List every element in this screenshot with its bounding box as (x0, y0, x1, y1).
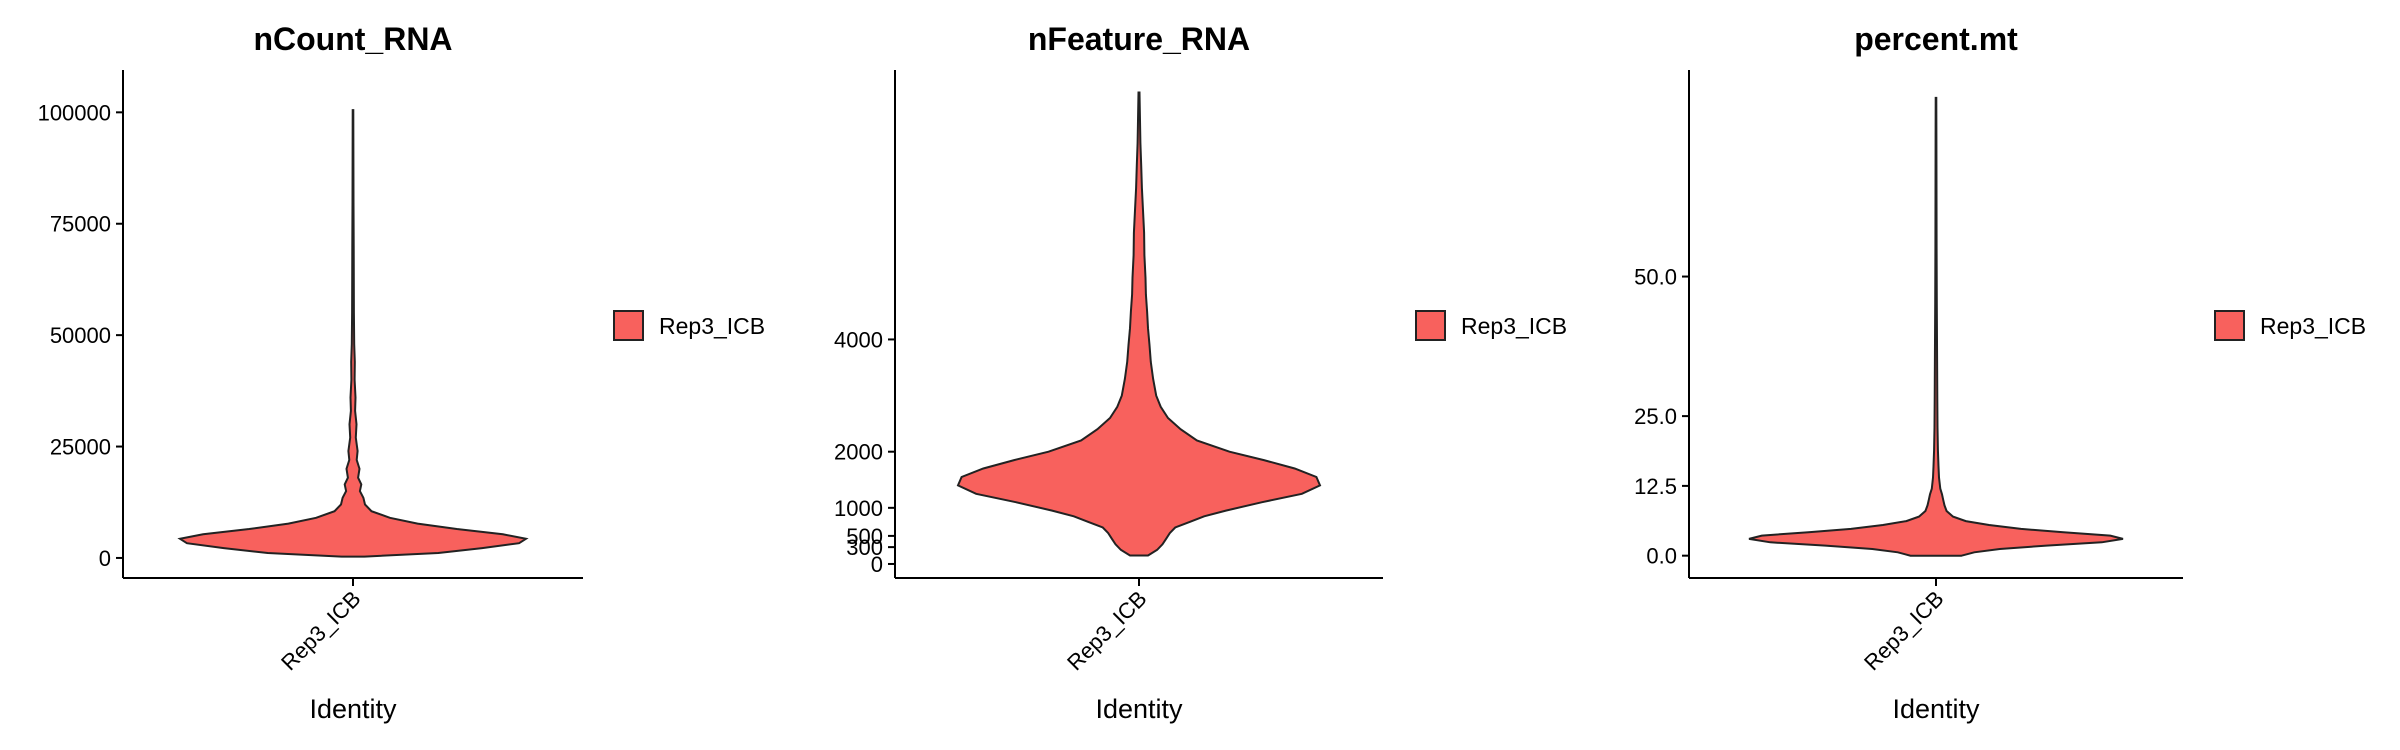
x-axis-title: Identity (309, 694, 397, 724)
x-tick-label: Rep3_ICB (1062, 586, 1151, 675)
y-tick-label: 0 (99, 546, 111, 571)
legend-label: Rep3_ICB (1461, 313, 1567, 339)
legend-swatch (613, 310, 644, 341)
legend-label: Rep3_ICB (659, 313, 765, 339)
legend-swatch (1415, 310, 1446, 341)
y-tick-label: 0 (871, 552, 883, 577)
legend: Rep3_ICB (2214, 310, 2366, 341)
legend: Rep3_ICB (1415, 310, 1567, 341)
y-tick-label: 50.0 (1634, 265, 1677, 290)
y-tick-label: 25000 (50, 435, 111, 460)
x-axis-title: Identity (1892, 694, 1980, 724)
panel-title: nCount_RNA (253, 21, 452, 57)
x-tick-label: Rep3_ICB (276, 586, 365, 675)
violin-shape (177, 109, 529, 558)
legend-label: Rep3_ICB (2260, 313, 2366, 339)
y-tick-label: 500 (846, 524, 883, 549)
y-tick-label: 4000 (834, 327, 883, 352)
y-tick-label: 2000 (834, 440, 883, 465)
y-tick-label: 25.0 (1634, 404, 1677, 429)
x-tick-label: Rep3_ICB (1859, 586, 1948, 675)
x-axis-title: Identity (1095, 694, 1183, 724)
violin-panel-2: percent.mt 0.0 12.5 25.0 50.0 Rep3_ICB Identit… (1634, 21, 2366, 724)
legend: Rep3_ICB (613, 310, 765, 341)
y-tick-label: 0.0 (1646, 544, 1677, 569)
legend-swatch (2214, 310, 2245, 341)
violin-shape (956, 91, 1322, 557)
y-tick-label: 75000 (50, 212, 111, 237)
y-tick-label: 12.5 (1634, 474, 1677, 499)
y-tick-label: 50000 (50, 323, 111, 348)
y-tick-label: 300 (846, 535, 883, 560)
y-tick-label: 100000 (38, 100, 111, 125)
panel-title: nFeature_RNA (1028, 21, 1250, 57)
panel-title: percent.mt (1854, 21, 2018, 57)
violin-panel-0: nCount_RNA 0 25000 50000 75000 100000 Rep3_ICB… (38, 21, 766, 724)
y-tick-label: 1000 (834, 496, 883, 521)
violin-shape (1748, 96, 2124, 557)
